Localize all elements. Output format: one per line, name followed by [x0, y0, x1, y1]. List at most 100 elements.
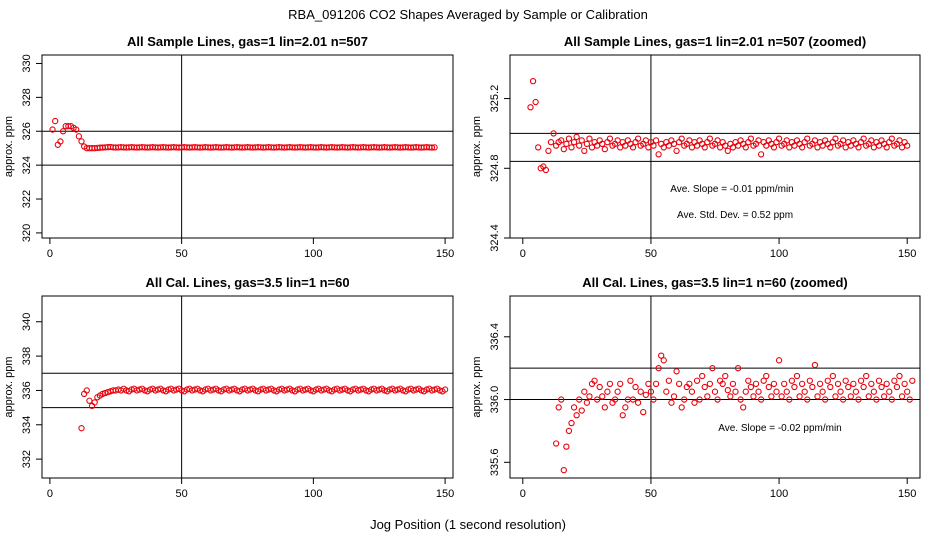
data-point [888, 135, 895, 142]
x-tick-label: 150 [898, 488, 916, 500]
data-point [645, 144, 652, 151]
data-point [693, 377, 701, 384]
data-point [904, 142, 911, 149]
data-point [809, 383, 816, 391]
data-point [622, 404, 629, 411]
data-point [770, 144, 778, 151]
data-point [798, 144, 806, 151]
data-point [570, 404, 578, 411]
plot-frame [41, 295, 454, 479]
panel-annotation: Ave. Slope = -0.02 ppm/min [718, 423, 842, 434]
data-point [629, 396, 637, 403]
data-point [763, 372, 770, 380]
data-point [688, 144, 696, 151]
data-points [552, 352, 916, 474]
data-point [750, 393, 757, 400]
data-point [670, 393, 678, 400]
data-point [778, 393, 785, 400]
data-point [855, 396, 862, 403]
data-point [431, 144, 438, 151]
data-point [678, 135, 685, 142]
data-point [886, 388, 893, 395]
data-point [729, 380, 737, 388]
data-point [652, 137, 660, 144]
panel-4: All Cal. Lines, gas=3.5 lin=1 n=60 (zoom… [471, 275, 921, 500]
data-point [898, 393, 906, 400]
data-point [663, 388, 670, 395]
data-point [896, 372, 903, 380]
data-point [91, 399, 98, 406]
data-point [706, 380, 714, 388]
data-point [78, 425, 85, 432]
data-point [847, 393, 854, 400]
x-tick-label: 50 [645, 488, 657, 500]
data-point [816, 380, 824, 388]
data-point [681, 396, 688, 403]
x-tick-label: 50 [645, 248, 657, 260]
data-point [737, 396, 744, 403]
data-point [852, 388, 860, 395]
data-point [883, 380, 890, 388]
data-point [793, 372, 801, 380]
data-point [299, 387, 306, 394]
data-point [576, 142, 583, 149]
data-point [78, 138, 85, 145]
data-point [768, 393, 775, 400]
data-point [783, 388, 790, 395]
data-point [819, 388, 826, 395]
data-point [893, 383, 901, 391]
data-point [801, 388, 808, 395]
data-point [829, 372, 837, 380]
data-point [870, 144, 878, 151]
panel-annotation: Ave. Slope = -0.01 ppm/min [670, 184, 794, 195]
data-point [152, 387, 159, 394]
data-point [529, 77, 537, 85]
data-point [724, 386, 731, 394]
data-point [99, 390, 106, 398]
data-point [52, 117, 59, 125]
data-point [545, 147, 552, 155]
data-point [827, 144, 834, 151]
data-point [104, 389, 112, 396]
data-point [781, 380, 788, 388]
data-point [578, 137, 585, 144]
data-point [724, 147, 731, 155]
data-point [373, 387, 380, 394]
data-point [560, 145, 567, 153]
x-tick-label: 100 [770, 488, 788, 500]
data-point [878, 383, 885, 391]
x-tick-label: 50 [176, 488, 188, 500]
data-point [573, 133, 580, 141]
data-point [634, 135, 642, 142]
data-point [563, 443, 570, 450]
data-point [898, 144, 906, 151]
y-tick-label: 338 [21, 347, 33, 365]
data-point [570, 138, 578, 146]
data-point [857, 377, 865, 384]
data-point [441, 386, 449, 393]
data-point [552, 440, 560, 447]
data-point [606, 380, 614, 388]
data-point [606, 135, 614, 142]
data-point [281, 387, 288, 394]
data-point [727, 393, 734, 400]
y-axis-label: approx. ppm [3, 356, 15, 417]
data-point [637, 388, 644, 395]
data-point [668, 399, 675, 406]
plot-frame [509, 54, 921, 239]
data-point [742, 144, 749, 151]
data-point [798, 380, 806, 388]
data-point [740, 404, 747, 411]
data-point [86, 397, 93, 404]
data-point [262, 387, 270, 394]
y-tick-label: 334 [21, 416, 33, 434]
data-point [102, 389, 109, 397]
data-point [811, 361, 819, 369]
data-point [786, 396, 793, 403]
panel-title: All Sample Lines, gas=1 lin=2.01 n=507 [127, 34, 368, 49]
data-point [868, 380, 875, 388]
data-point [614, 388, 621, 395]
data-point [655, 151, 662, 158]
data-point [244, 387, 251, 394]
data-point [860, 383, 867, 391]
